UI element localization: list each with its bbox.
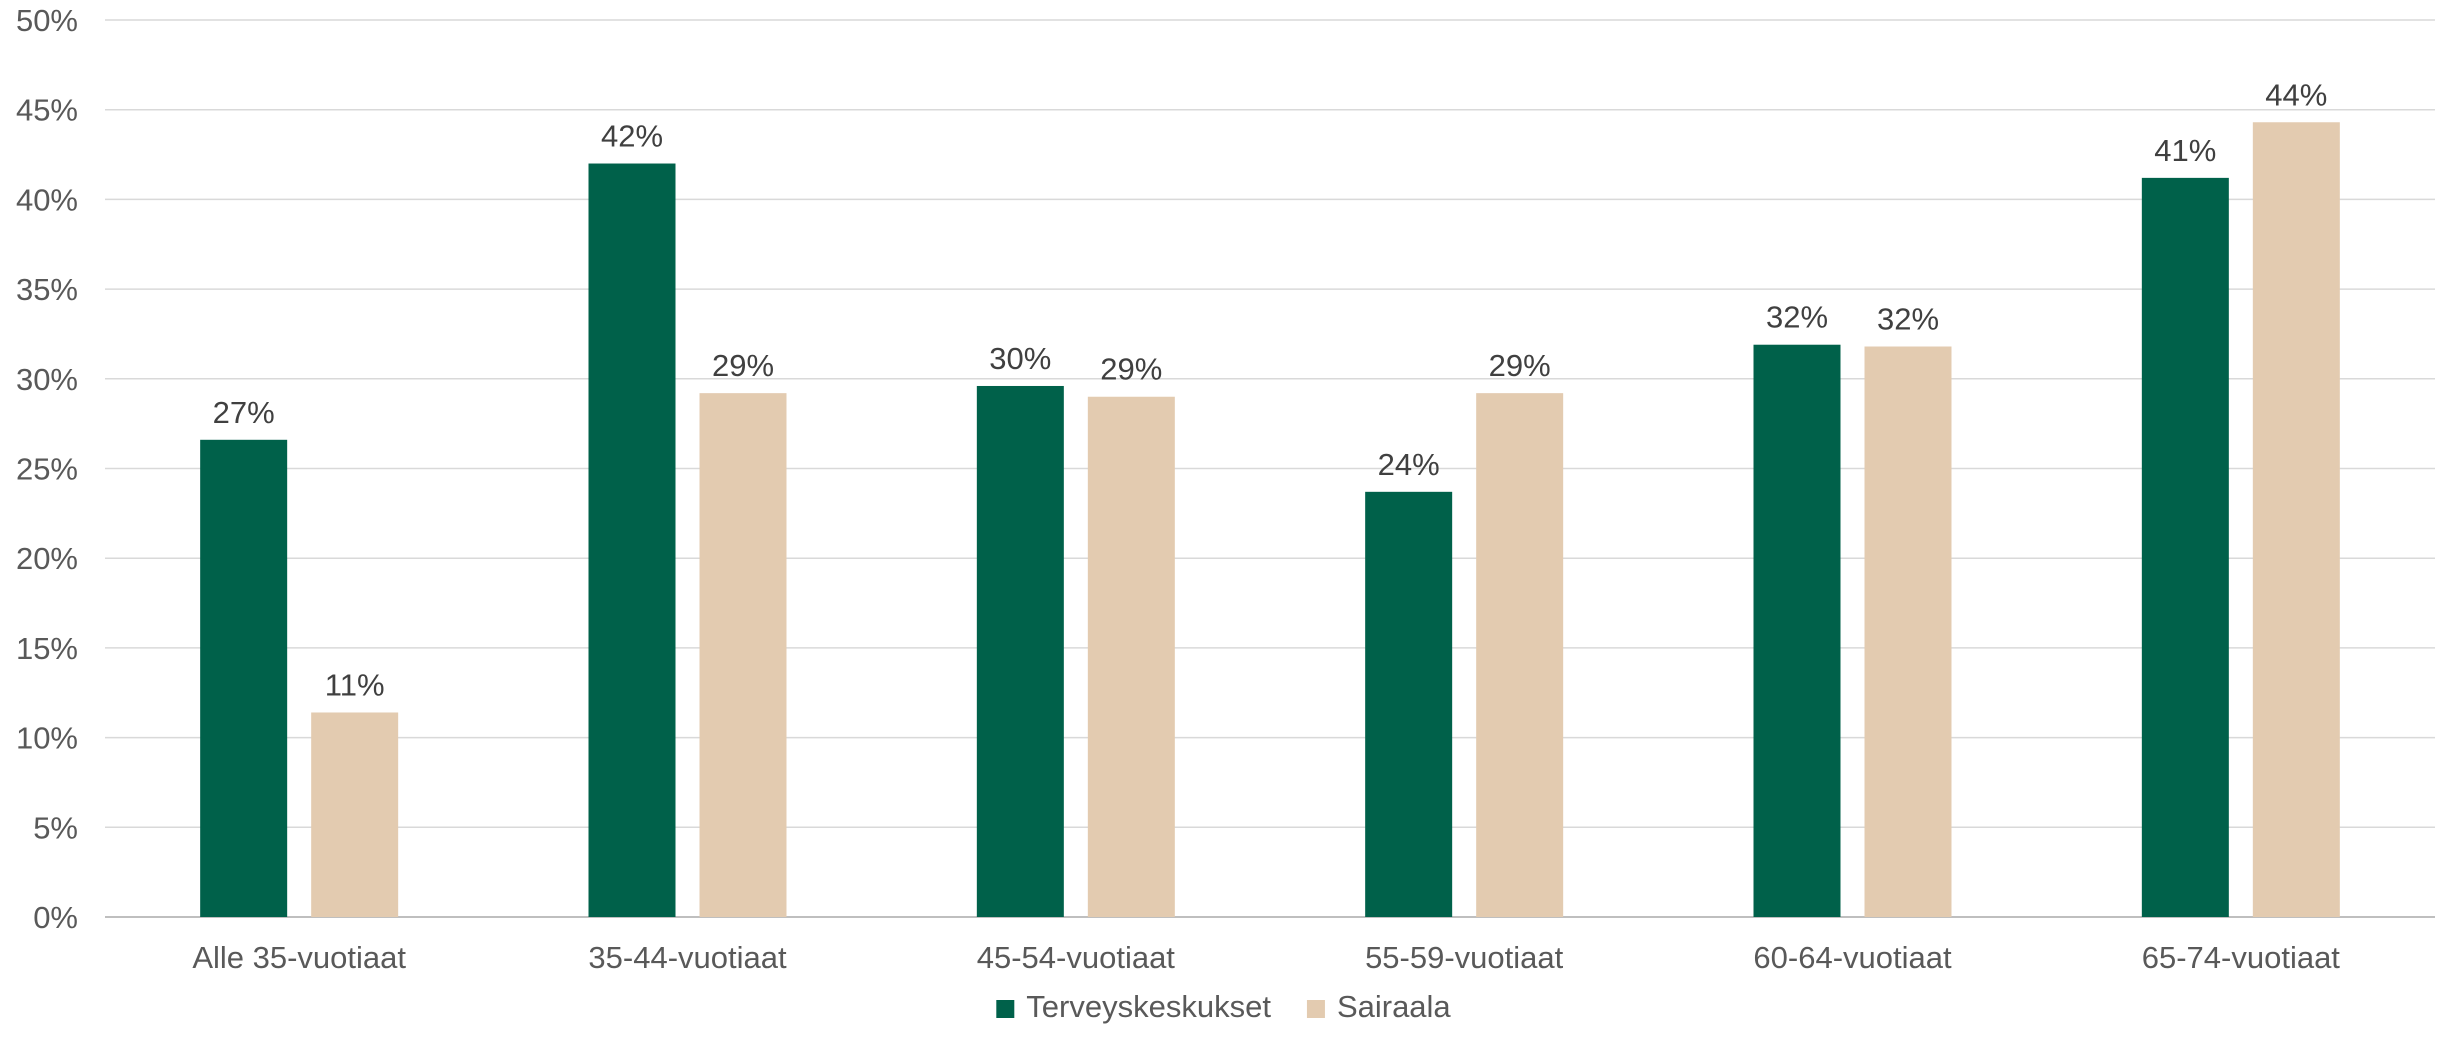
data-label: 32%	[1877, 302, 1939, 337]
bar-sairaala	[311, 712, 399, 917]
x-category-label: 35-44-vuotiaat	[588, 940, 787, 975]
bar-terveyskeskukset	[1365, 491, 1453, 917]
x-category-label: 60-64-vuotiaat	[1753, 940, 1952, 975]
bar-sairaala	[1476, 393, 1564, 918]
bar-sairaala	[1864, 346, 1952, 917]
bar-sairaala	[699, 393, 787, 918]
data-label: 27%	[213, 395, 275, 430]
y-tick-label: 15%	[16, 631, 78, 666]
y-tick-label: 30%	[16, 362, 78, 397]
data-label: 24%	[1378, 447, 1440, 482]
bar-sairaala	[1087, 396, 1175, 917]
data-label: 42%	[601, 119, 663, 154]
y-tick-label: 45%	[16, 93, 78, 128]
bar-sairaala	[2252, 122, 2340, 918]
y-tick-label: 40%	[16, 182, 78, 217]
data-label: 30%	[989, 341, 1051, 376]
y-tick-label: 35%	[16, 272, 78, 307]
y-tick-label: 25%	[16, 452, 78, 487]
bar-terveyskeskukset	[588, 163, 676, 917]
data-label: 29%	[712, 348, 774, 383]
x-category-label: Alle 35-vuotiaat	[192, 940, 406, 975]
legend-label: Terveyskeskukset	[1026, 989, 1271, 1024]
legend-label: Sairaala	[1337, 989, 1451, 1024]
y-tick-label: 20%	[16, 541, 78, 576]
x-category-label: 55-59-vuotiaat	[1365, 940, 1564, 975]
data-label: 29%	[1489, 348, 1551, 383]
data-label: 29%	[1100, 352, 1162, 387]
data-label: 32%	[1766, 300, 1828, 335]
data-label: 11%	[325, 667, 385, 702]
legend-swatch	[1306, 1000, 1325, 1018]
y-tick-label: 50%	[16, 3, 78, 38]
bar-terveyskeskukset	[2141, 177, 2229, 917]
bar-terveyskeskukset	[1753, 344, 1841, 917]
gridlines	[105, 19, 2435, 918]
legend-swatch	[996, 1000, 1015, 1018]
y-tick-label: 5%	[33, 810, 78, 845]
bars	[200, 122, 2340, 918]
x-axis-categories: Alle 35-vuotiaat 35-44-vuotiaat 45-54-vuot…	[192, 940, 2340, 975]
data-label: 41%	[2154, 133, 2216, 168]
y-tick-label: 0%	[33, 900, 78, 935]
bar-terveyskeskukset	[200, 439, 288, 917]
data-label: 44%	[2265, 77, 2327, 112]
y-tick-label: 10%	[16, 721, 78, 756]
x-category-label: 45-54-vuotiaat	[977, 940, 1176, 975]
bar-terveyskeskukset	[976, 385, 1064, 917]
x-category-label: 65-74-vuotiaat	[2142, 940, 2341, 975]
data-labels: 27% 11% 42% 29% 30% 29% 24% 29% 32% 32% 41% 44%	[213, 77, 2328, 702]
y-axis-ticks: 0% 5% 10% 15% 20% 25% 30% 35% 40% 45% 50%	[16, 3, 78, 935]
legend: Terveyskeskukset Sairaala	[996, 989, 1451, 1024]
